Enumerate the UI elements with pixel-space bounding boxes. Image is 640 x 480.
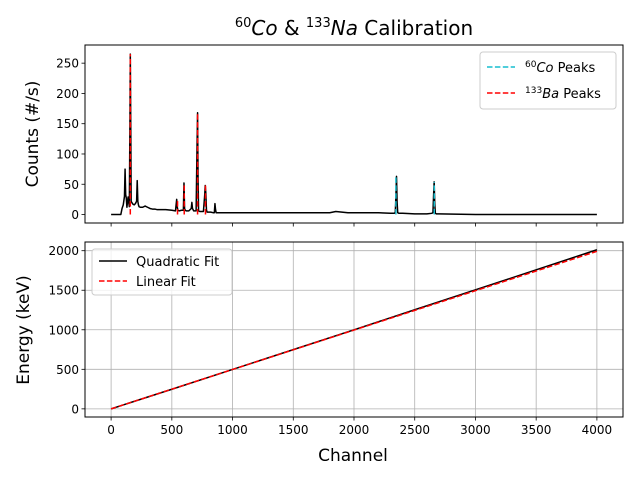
spectrum-plot-area [111,53,597,216]
co60-legend-text: Peaks [553,61,595,76]
calibration-x-tick-label: 3000 [460,423,491,437]
calibration-y-tick-label: 500 [56,363,79,377]
calibration-x-tick-label: 500 [160,423,183,437]
quadratic-fit-legend-label: Quadratic Fit [136,255,219,270]
title-rest: Calibration [358,16,473,40]
spectrum-y-tick-label: 100 [56,147,79,161]
calibration-series-line [110,250,598,410]
title-sup-1: 60 [235,16,252,31]
calibration-legend: Quadratic Fit Linear Fit [91,248,233,296]
calibration-y-tick-label: 1500 [48,284,79,298]
ba133-legend-isotope: Ba [542,87,559,102]
calibration-x-tick-label: 4000 [582,423,613,437]
ba133-legend-sup: 133 [525,86,542,96]
spectrum-panel: 0 50 100 150 200 250 Counts (#/s) 60Co Peaks … [23,44,624,227]
spectrum-ticks: 0 50 100 150 200 250 [56,57,598,227]
calibration-x-tick-label: 1500 [278,423,309,437]
calibration-x-axis-label: Channel [318,446,388,466]
calibration-panel: 0 500 1000 1500 2000 2500 3000 3500 4000 0 500 1000… [14,241,624,466]
calibration-plot-area [110,249,598,410]
spectrum-axes-frame [84,44,624,224]
calibration-y-tick-label: 0 [71,402,79,416]
spectrum-y-tick-label: 150 [56,117,79,131]
title-isotope-2: Na [331,16,358,40]
calibration-x-tick-label: 3500 [521,423,552,437]
title-isotope-1: Co [251,16,277,40]
calibration-y-tick-label: 2000 [48,244,79,258]
calibration-x-tick-label: 2500 [399,423,430,437]
title-sup-2: 133 [306,16,331,31]
calibration-x-tick-label: 0 [107,423,115,437]
title-ampersand: & [278,16,306,40]
calibration-x-tick-label: 2000 [339,423,370,437]
spectrum-legend: 60Co Peaks 133Ba Peaks [479,51,617,110]
linear-fit-legend-label: Linear Fit [136,275,196,290]
ba133-legend-label: 133Ba Peaks [525,86,601,102]
figure-title: 60Co & 133Na Calibration [235,16,473,40]
spectrum-y-tick-label: 50 [64,178,79,192]
calibration-ticks: 0 500 1000 1500 2000 2500 3000 3500 4000 0 500 1000… [48,244,612,437]
spectrum-y-tick-label: 200 [56,87,79,101]
spectrum-y-tick-label: 0 [71,208,79,222]
ba133-legend-text: Peaks [559,87,601,102]
co60-legend-label: 60Co Peaks [525,60,595,76]
spectrum-y-axis-label: Counts (#/s) [23,81,43,188]
calibration-y-tick-label: 1000 [48,323,79,337]
spectrum-y-tick-label: 250 [56,57,79,71]
calibration-axes-frame [84,241,624,418]
co60-legend-isotope: Co [536,61,553,76]
calibration-y-axis-label: Energy (keV) [14,275,34,385]
co60-legend-sup: 60 [525,60,537,70]
calibration-x-tick-label: 1000 [217,423,248,437]
